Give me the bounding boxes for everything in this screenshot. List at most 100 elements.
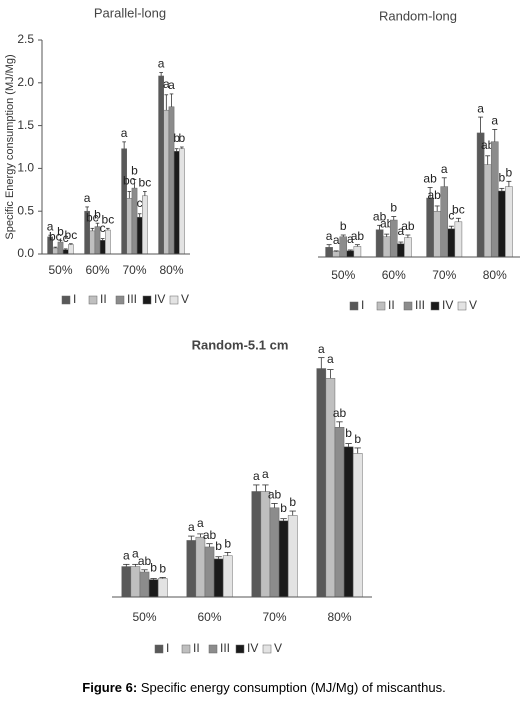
significance-letter: ab (373, 209, 387, 223)
significance-letter: ab (203, 528, 217, 542)
chart-title: Parallel-long (94, 5, 166, 20)
significance-letter: a (253, 469, 260, 483)
significance-letter: a (318, 342, 325, 356)
bar (62, 249, 69, 255)
bar (260, 491, 271, 598)
significance-letter: bc (49, 229, 62, 243)
significance-letter: a (477, 101, 484, 115)
bar (397, 243, 405, 258)
caption: Figure 6: Specific energy consumption (M… (82, 680, 445, 695)
x-tick-label: 60% (85, 263, 109, 277)
legend-swatch (61, 295, 71, 305)
bar (139, 571, 150, 598)
bar (325, 247, 333, 258)
significance-letter: a (491, 114, 498, 128)
bar (498, 190, 506, 258)
legend-swatch (115, 295, 125, 305)
significance-letter: a (197, 516, 204, 530)
x-tick-label: 70% (262, 610, 286, 624)
significance-letter: a (132, 547, 139, 561)
significance-letter: b (390, 201, 397, 215)
significance-letter: a (121, 126, 128, 140)
bar (353, 246, 362, 258)
significance-letter: ab (268, 488, 282, 502)
significance-letter: a (163, 77, 170, 91)
x-tick-label: 70% (432, 268, 456, 282)
bar (440, 186, 449, 258)
bar (352, 453, 363, 598)
significance-letter: b (224, 537, 231, 551)
significance-letter: b (131, 164, 138, 178)
significance-letter: b (150, 561, 157, 575)
legend-swatch (169, 295, 179, 305)
significance-letter: a (158, 57, 165, 71)
significance-letter: b (289, 495, 296, 509)
legend-swatch (457, 301, 467, 311)
chart-title: Random-long (379, 8, 457, 23)
legend-swatch (235, 644, 245, 654)
significance-letter: b (354, 432, 361, 446)
significance-letter: bc (139, 176, 152, 190)
bar (404, 237, 412, 258)
legend-label: V (274, 641, 282, 655)
x-tick-label: 50% (132, 610, 156, 624)
bar (433, 210, 441, 258)
x-tick-label: 60% (197, 610, 221, 624)
significance-letter: a (347, 232, 354, 246)
legend-label: II (193, 641, 200, 655)
x-tick-label: 80% (159, 263, 183, 277)
significance-letter: b (179, 131, 186, 145)
significance-letter: bc (86, 210, 99, 224)
significance-letter: ab (333, 406, 347, 420)
legend-label: III (220, 641, 230, 655)
significance-letter: a (47, 219, 54, 233)
x-tick-label: 80% (483, 268, 507, 282)
bar (148, 579, 159, 598)
legend-swatch (88, 295, 98, 305)
y-tick-label: 0.0 (17, 246, 34, 260)
bar (382, 236, 391, 258)
bar (213, 558, 224, 598)
legend-label: I (361, 298, 364, 312)
significance-letter: bc (65, 228, 78, 242)
significance-letter: c (448, 208, 454, 222)
bar (447, 228, 456, 258)
significance-letter: ab (138, 554, 152, 568)
legend-label: II (388, 298, 395, 312)
bar (179, 148, 185, 255)
x-tick-label: 80% (327, 610, 351, 624)
legend-swatch (154, 644, 164, 654)
significance-letter: a (84, 191, 91, 205)
y-tick-label: 0.5 (17, 203, 34, 217)
x-tick-label: 60% (382, 268, 406, 282)
bar (483, 164, 492, 258)
significance-letter: c (137, 196, 143, 210)
legend-swatch (376, 301, 386, 311)
significance-letter: a (397, 224, 404, 238)
bar (173, 151, 180, 255)
significance-letter: a (326, 229, 333, 243)
y-tick-label: 1.0 (17, 161, 34, 175)
legend-swatch (349, 301, 359, 311)
significance-letter: ab (401, 219, 415, 233)
significance-letter: b (173, 131, 180, 145)
significance-letter: a (123, 549, 130, 563)
significance-letter: b (340, 219, 347, 233)
y-tick-label: 2.0 (17, 75, 34, 89)
caption-text: Specific energy consumption (MJ/Mg) of m… (141, 680, 446, 695)
significance-letter: a (327, 352, 334, 366)
y-tick-label: 2.5 (17, 32, 34, 46)
bar (121, 566, 132, 598)
significance-letter: b (506, 165, 513, 179)
bar (505, 186, 513, 258)
x-tick-label: 50% (48, 263, 72, 277)
bar (168, 106, 175, 255)
legend-label: IV (247, 641, 258, 655)
significance-letter: c (100, 221, 106, 235)
bar (426, 197, 434, 258)
legend-label: V (469, 298, 477, 312)
bar (269, 507, 280, 598)
significance-letter: a (333, 233, 340, 247)
bar (316, 368, 327, 598)
